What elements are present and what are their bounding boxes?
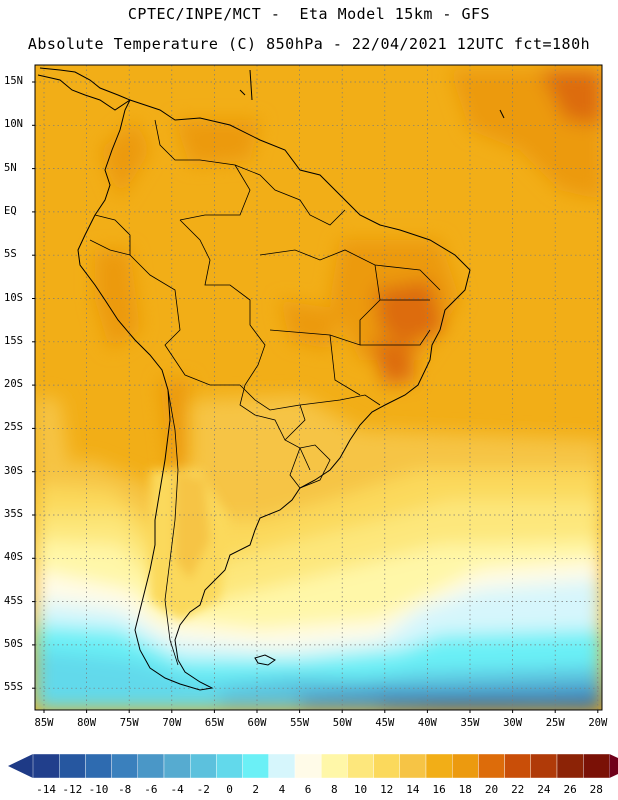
colorbar-label: -10: [88, 783, 109, 796]
colorbar-under-arrow: [8, 754, 33, 778]
colorbar-label: -6: [144, 783, 158, 796]
colorbar-label: 18: [458, 783, 472, 796]
lon-label: 20W: [588, 717, 608, 729]
brazil-states: [259, 249, 441, 406]
colorbar-label: -4: [170, 783, 184, 796]
colorbar-cell: [294, 753, 322, 779]
colorbar-label: 22: [511, 783, 525, 796]
lon-label: 40W: [417, 717, 437, 729]
lon-label: 45W: [375, 717, 395, 729]
colorbar: [8, 753, 618, 779]
south-america-coastline: [77, 99, 471, 691]
border-paraguay: [239, 384, 306, 441]
caribbean-islands: [239, 69, 505, 119]
colorbar-label: -2: [196, 783, 210, 796]
lon-label: 85W: [34, 717, 54, 729]
colorbar-label: 12: [380, 783, 394, 796]
colorbar-label: 28: [589, 783, 603, 796]
lat-label: EQ: [4, 204, 17, 217]
lat-label: 55S: [4, 681, 23, 694]
lon-label: 70W: [162, 717, 182, 729]
colorbar-cell: [425, 753, 453, 779]
colorbar-label: 16: [432, 783, 446, 796]
field-warm-areas: [95, 70, 602, 470]
title-line-2: Absolute Temperature (C) 850hPa - 22/04/…: [27, 35, 591, 53]
colorbar-label: 20: [484, 783, 499, 796]
central-america-coastline: [37, 67, 132, 111]
colorbar-cell: [347, 753, 374, 779]
lat-label: 10N: [4, 118, 23, 131]
colorbar-label: -14: [36, 783, 57, 796]
lat-label: 40S: [4, 551, 23, 564]
colorbar-cell: [583, 753, 610, 779]
lat-lon-grid: [32, 65, 602, 713]
colorbar-label: 6: [304, 783, 312, 796]
lat-label: 35S: [4, 508, 23, 520]
field-cool-areas: [35, 395, 602, 710]
colorbar-label: 4: [278, 783, 286, 796]
colorbar-label: 24: [537, 783, 551, 796]
map-frame: [34, 64, 603, 711]
colorbar-cell: [504, 753, 532, 779]
border-brazil-north: [234, 164, 346, 226]
colorbar-over-arrow: [609, 754, 618, 778]
lon-label: 55W: [290, 717, 310, 729]
lon-label: 65W: [204, 717, 224, 729]
colorbar-label: 8: [330, 783, 338, 796]
colorbar-label: 0: [226, 783, 233, 796]
colorbar-label: 26: [563, 783, 577, 796]
colorbar-cell: [216, 753, 243, 779]
border-peru-bolivia: [129, 254, 240, 386]
lon-label: 75W: [119, 717, 139, 729]
falkland-islands: [254, 654, 276, 666]
colorbar-cell: [242, 753, 270, 779]
field-land-tongue: [150, 470, 230, 620]
lat-label: 45S: [4, 594, 23, 607]
colorbar-cell: [111, 753, 138, 779]
lon-label: 35W: [460, 717, 480, 729]
lat-label: 5S: [4, 248, 17, 261]
colorbar-cell: [373, 753, 401, 779]
lon-label: 30W: [503, 717, 523, 729]
coastlines: [37, 67, 505, 691]
colorbar-cell: [163, 753, 191, 779]
colorbar-label: 14: [406, 783, 420, 796]
lon-label: 50W: [332, 717, 352, 729]
colorbar-cell: [59, 753, 86, 779]
lat-label: 15N: [4, 75, 23, 87]
lat-label: 25S: [4, 421, 23, 434]
temperature-field: [35, 65, 602, 710]
colorbar-label: -12: [62, 783, 83, 796]
title-line-1: CPTEC/INPE/MCT - Eta Model 15km - GFS: [127, 5, 491, 23]
lat-label: 30S: [4, 464, 23, 477]
border-brazil-west: [179, 219, 311, 471]
lat-label: 10S: [4, 291, 23, 304]
lon-label: 25W: [545, 717, 565, 729]
lon-label: 80W: [77, 717, 97, 729]
lat-label: 5N: [4, 161, 17, 174]
colorbar-cell: [399, 753, 427, 779]
colorbar-cell: [189, 753, 217, 779]
colorbar-cell: [268, 753, 296, 779]
colorbar-cell: [452, 753, 479, 779]
colorbar-cell: [556, 753, 584, 779]
country-borders: [89, 119, 441, 666]
lat-label: 15S: [4, 334, 23, 347]
border-chile-argentina: [164, 389, 179, 666]
border-ecuador: [89, 214, 131, 256]
colorbar-label: 10: [353, 783, 368, 796]
colorbar-cell: [32, 753, 60, 779]
colorbar-cell: [321, 753, 348, 779]
lat-label: 50S: [4, 637, 23, 650]
lat-label: 20S: [4, 378, 23, 391]
colorbar-cell: [137, 753, 165, 779]
colorbar-label: 2: [252, 783, 259, 796]
colorbar-cell: [85, 753, 112, 779]
border-uruguay: [289, 444, 331, 489]
colorbar-cell: [530, 753, 558, 779]
colorbar-label: -8: [118, 783, 132, 796]
colorbar-cell: [478, 753, 505, 779]
lon-label: 60W: [247, 717, 267, 729]
